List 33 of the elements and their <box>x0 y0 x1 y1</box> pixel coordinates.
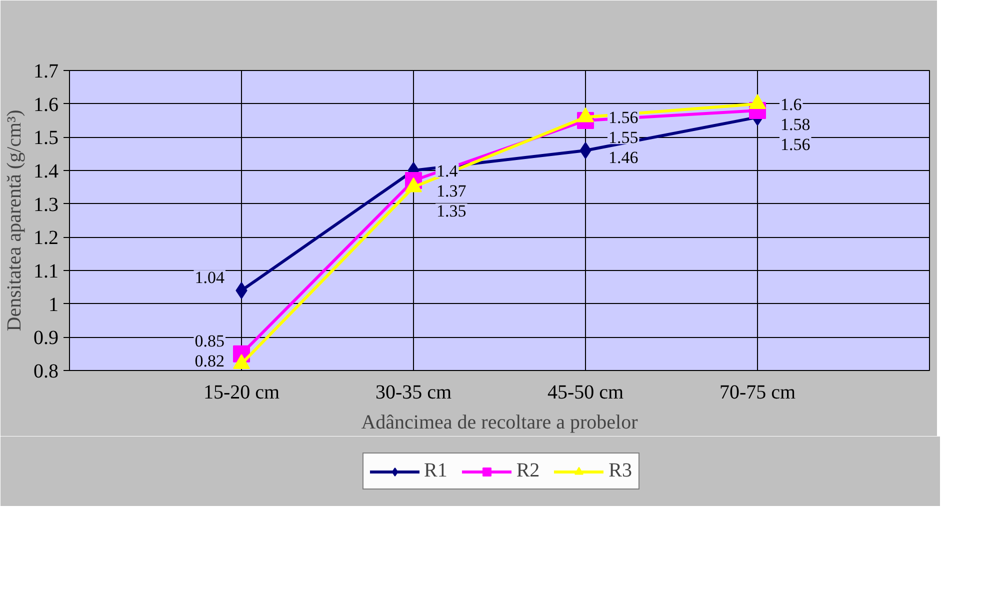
y-axis-title: Densitatea aparentă (g/cm³) <box>4 110 26 332</box>
point <box>236 282 248 299</box>
legend-label: R2 <box>516 460 540 482</box>
x-tick-label: 45-50 cm <box>547 382 624 404</box>
y-tick-label: 0.9 <box>34 327 58 350</box>
y-tick-label: 1.1 <box>34 260 58 282</box>
data-label: 1.35 <box>436 202 466 220</box>
y-tick-label: 0.8 <box>34 360 58 382</box>
x-tick-label: 70-75 cm <box>719 382 796 404</box>
data-label: 1.46 <box>608 148 638 168</box>
x-axis-title: Adâncimea de recoltare a probelor <box>361 412 638 434</box>
data-label: 1.6 <box>780 94 802 114</box>
data-label: 1.55 <box>608 128 638 148</box>
y-tick-label: 1.4 <box>34 160 58 182</box>
y-tick-label: 1 <box>48 294 58 316</box>
x-tick-label: 15-20 cm <box>203 382 280 404</box>
data-label: 0.85 <box>194 332 224 350</box>
data-label: 1.4 <box>436 162 458 180</box>
data-label: 1.58 <box>780 114 810 134</box>
data-label: 0.82 <box>194 352 224 370</box>
legend-label: R1 <box>424 460 448 482</box>
x-tick-label: 30-35 cm <box>375 382 452 404</box>
y-tick-label: 1.7 <box>34 60 58 82</box>
data-label: 1.37 <box>436 182 467 200</box>
point <box>580 142 592 159</box>
y-tick-label: 1.2 <box>34 227 58 250</box>
y-tick-label: 1.6 <box>34 94 58 116</box>
y-tick-label: 1.5 <box>34 127 58 150</box>
y-tick-label: 1.3 <box>34 194 58 216</box>
data-label: 1.04 <box>194 268 225 288</box>
data-label: 1.56 <box>608 108 638 128</box>
data-label: 1.56 <box>780 134 810 154</box>
legend-label: R3 <box>608 460 632 482</box>
